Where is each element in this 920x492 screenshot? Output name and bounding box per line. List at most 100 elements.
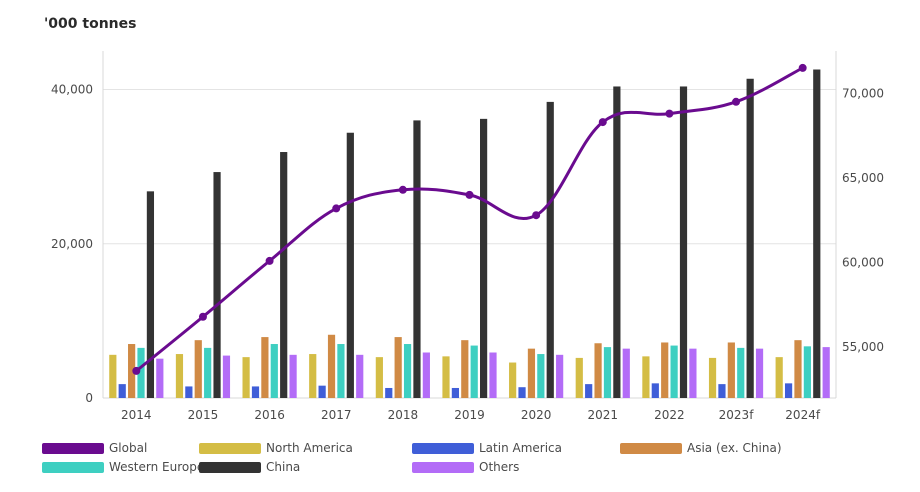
- bar-asia-ex-china: [194, 340, 202, 398]
- x-tick-label: 2021: [587, 408, 618, 422]
- legend-swatch: [42, 461, 104, 473]
- x-tick-label: 2019: [454, 408, 485, 422]
- x-tick-label: 2024f: [785, 408, 821, 422]
- bar-western-europe: [204, 347, 212, 398]
- bar-latin-america: [585, 384, 593, 398]
- bar-latin-america: [651, 383, 659, 398]
- bar-western-europe: [603, 347, 612, 398]
- y-left-tick-label: 40,000: [51, 83, 93, 97]
- legend-label: China: [266, 460, 301, 474]
- x-tick-label: 2014: [121, 408, 152, 422]
- legend-label: Global: [109, 441, 148, 455]
- bar-others: [622, 348, 630, 398]
- bar-latin-america: [185, 386, 193, 398]
- line-global: [135, 66, 804, 373]
- legend-label: Western Europe: [109, 460, 205, 474]
- point-global: [398, 185, 407, 194]
- legend-swatch: [42, 442, 104, 454]
- bar-north-america: [509, 362, 517, 398]
- legend-label: Asia (ex. China): [687, 441, 782, 455]
- bar-western-europe: [737, 347, 745, 398]
- bar-china: [546, 101, 554, 398]
- legend-swatch: [620, 442, 682, 454]
- bar-north-america: [109, 354, 117, 398]
- y-right-tick-label: 60,000: [842, 256, 884, 270]
- bar-others: [822, 347, 830, 398]
- bar-north-america: [309, 354, 317, 398]
- bar-north-america: [375, 357, 383, 398]
- bar-asia-ex-china: [594, 343, 602, 398]
- x-tick-label: 2018: [388, 408, 419, 422]
- bar-north-america: [175, 354, 184, 398]
- y-right-tick-label: 65,000: [842, 171, 884, 185]
- bar-latin-america: [451, 387, 459, 398]
- bar-north-america: [575, 357, 583, 398]
- bar-others: [222, 355, 231, 398]
- chart-unit-label: '000 tonnes: [44, 16, 137, 32]
- point-global: [465, 190, 474, 199]
- bar-china: [346, 132, 354, 398]
- bar-china: [413, 120, 421, 399]
- bar-asia-ex-china: [128, 344, 136, 398]
- bar-latin-america: [718, 384, 726, 398]
- legend-item: Asia (ex. China): [620, 441, 782, 455]
- bar-others: [156, 358, 164, 398]
- bar-western-europe: [803, 346, 811, 398]
- bar-asia-ex-china: [394, 337, 402, 398]
- bar-others: [689, 348, 697, 398]
- bar-latin-america: [518, 387, 526, 398]
- bar-western-europe: [470, 345, 478, 398]
- bar-china: [613, 86, 621, 399]
- point-global: [598, 118, 607, 127]
- bar-western-europe: [337, 344, 345, 398]
- y-right-tick-label: 55,000: [842, 340, 884, 354]
- x-tick-label: 2020: [521, 408, 552, 422]
- bar-others: [556, 354, 564, 398]
- bar-china: [146, 191, 155, 398]
- legend-item: China: [199, 460, 300, 474]
- bar-china: [280, 152, 288, 398]
- legend-label: North America: [266, 441, 353, 455]
- bar-western-europe: [403, 344, 412, 398]
- point-global: [732, 97, 741, 106]
- bar-western-europe: [270, 344, 278, 398]
- bar-western-europe: [537, 354, 545, 398]
- legend-label: Latin America: [479, 441, 562, 455]
- legend-item: Latin America: [412, 441, 562, 455]
- bar-western-europe: [137, 347, 145, 398]
- point-global: [198, 312, 207, 321]
- legend-label: Others: [479, 460, 520, 474]
- bar-north-america: [642, 356, 650, 398]
- bar-asia-ex-china: [461, 340, 469, 398]
- legend-item: North America: [199, 441, 353, 455]
- bar-china: [480, 118, 488, 398]
- bar-asia-ex-china: [527, 348, 536, 398]
- bar-latin-america: [251, 386, 260, 398]
- legend-swatch: [412, 461, 474, 473]
- legend-swatch: [199, 442, 261, 454]
- legend-item: Others: [412, 460, 519, 474]
- bar-asia-ex-china: [794, 340, 802, 398]
- bar-latin-america: [385, 387, 393, 398]
- point-global: [265, 256, 274, 265]
- point-global: [798, 63, 807, 72]
- legend-swatch: [199, 461, 261, 473]
- y-left-tick-label: 20,000: [51, 237, 93, 251]
- x-tick-label: 2017: [321, 408, 352, 422]
- chart-legend: Global North America Latin America Asia (ex…: [42, 441, 902, 485]
- bar-others: [356, 354, 364, 398]
- bar-others: [289, 354, 297, 398]
- y-left-tick-label: 0: [85, 391, 93, 405]
- point-global: [532, 211, 541, 220]
- bar-asia-ex-china: [327, 334, 336, 398]
- y-right-tick-label: 70,000: [842, 86, 884, 100]
- bar-north-america: [708, 357, 717, 398]
- bar-asia-ex-china: [261, 337, 269, 398]
- bar-asia-ex-china: [661, 342, 669, 398]
- bar-china: [679, 86, 688, 399]
- legend-item: Western Europe: [42, 460, 204, 474]
- bar-latin-america: [118, 384, 126, 398]
- bar-others: [422, 352, 430, 398]
- bar-asia-ex-china: [727, 342, 735, 398]
- chart-svg: 0 20,000 40,000 55,000 60,000 65,000 70,000 201…: [51, 51, 884, 422]
